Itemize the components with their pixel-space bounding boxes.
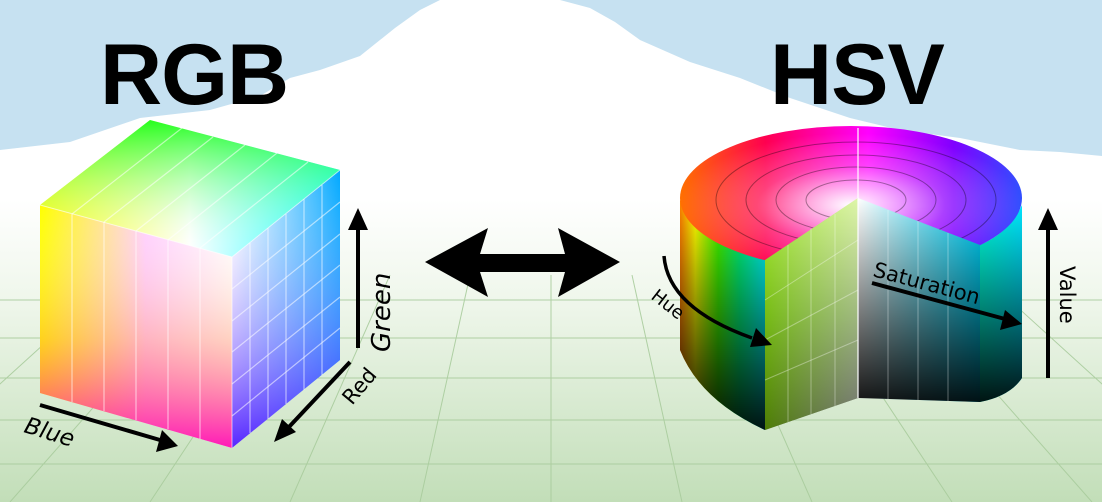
hsv-cylinder-side-shade (680, 200, 765, 430)
double-headed-arrow-icon (425, 228, 620, 297)
hsv-cylinder-cutout-tint (765, 198, 858, 430)
hsv-cylinder (680, 126, 1022, 430)
hsv-cylinder-cut-grid (764, 210, 949, 422)
green-axis-arrow (348, 208, 368, 348)
blue-axis-arrow (39, 403, 178, 452)
hue-axis-arrow (662, 255, 772, 347)
hsv-title: HSV (770, 27, 944, 123)
value-axis-label: Value (1055, 266, 1079, 324)
red-axis-arrow (274, 360, 352, 442)
hsv-cylinder-side-right-shade (980, 205, 1022, 402)
green-axis-label: Green (367, 273, 397, 352)
rgb-cube (39, 120, 341, 448)
value-axis-arrow (1038, 208, 1058, 378)
saturation-axis-arrow (871, 281, 1022, 330)
rgb-cube-grid (71, 127, 341, 439)
rgb-title: RGB (100, 27, 288, 123)
hsv-cylinder-cut-right-shade (858, 198, 980, 402)
